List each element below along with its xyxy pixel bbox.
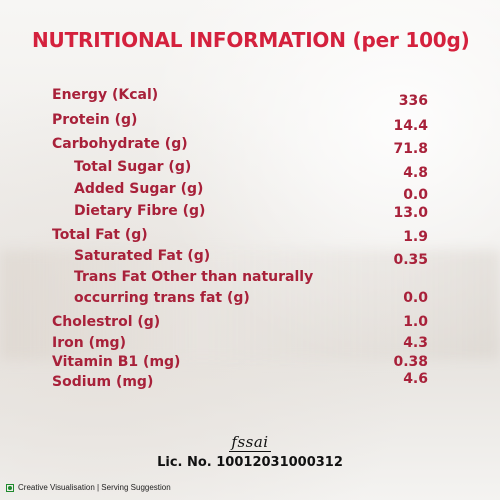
nutrient-label: occurring trans fat (g)	[74, 290, 250, 306]
nutrient-value: 13.0	[393, 205, 428, 221]
nutrient-value: 0.0	[403, 290, 428, 306]
nutrient-label: Added Sugar (g)	[74, 181, 204, 197]
nutrient-value: 1.9	[403, 229, 428, 245]
nutrient-value: 0.38	[393, 354, 428, 370]
nutrient-label: Trans Fat Other than naturally	[74, 269, 314, 285]
nutrient-label: Saturated Fat (g)	[74, 248, 211, 264]
nutrient-label: Energy (Kcal)	[52, 87, 159, 103]
nutrient-label: Iron (mg)	[52, 335, 126, 351]
nutrient-label: Sodium (mg)	[52, 374, 154, 390]
nutrient-label: Total Fat (g)	[52, 227, 148, 243]
nutrient-label: Dietary Fibre (g)	[74, 203, 206, 219]
nutrient-value: 4.3	[403, 335, 428, 351]
fssai-logo: fssai	[0, 433, 500, 452]
veg-mark-icon	[6, 483, 14, 492]
nutrient-label: Protein (g)	[52, 112, 138, 128]
nutrient-value: 1.0	[403, 314, 428, 330]
nutrient-value: 336	[398, 93, 428, 109]
nutrient-label: Cholestrol (g)	[52, 314, 161, 330]
page-title: NUTRITIONAL INFORMATION (per 100g)	[32, 28, 470, 52]
nutrient-value: 4.8	[403, 165, 428, 181]
license-number: Lic. No. 10012031000312	[157, 455, 343, 470]
nutrient-value: 14.4	[393, 118, 428, 134]
nutrient-value: 0.0	[403, 187, 428, 203]
nutrient-value: 71.8	[393, 141, 428, 157]
nutrient-value: 0.35	[393, 252, 428, 268]
footer-text: Creative Visualisation | Serving Suggest…	[18, 483, 171, 492]
nutrient-label: Carbohydrate (g)	[52, 136, 188, 152]
nutrient-value: 4.6	[403, 371, 428, 387]
footer: Creative Visualisation | Serving Suggest…	[6, 483, 171, 492]
fssai-logo-text: fssai	[229, 433, 271, 452]
nutrient-label: Vitamin B1 (mg)	[52, 354, 181, 370]
nutrient-label: Total Sugar (g)	[74, 159, 192, 175]
